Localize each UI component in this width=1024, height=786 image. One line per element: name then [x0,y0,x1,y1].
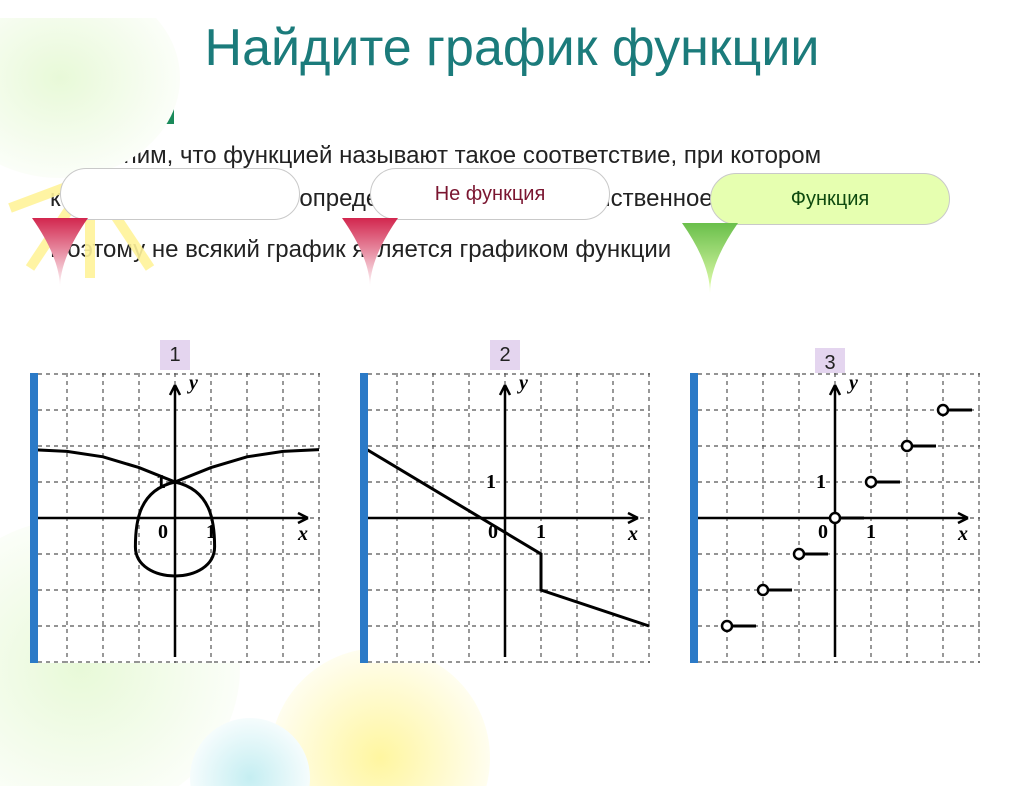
callout-1-tail [32,218,88,288]
graph-label-2: 2 [490,340,520,370]
graph-1-bluebar [30,373,38,663]
svg-text:1: 1 [816,471,826,493]
svg-text:x: x [627,523,638,545]
svg-text:0: 0 [818,521,828,543]
callout-2-tail [342,218,398,288]
hint-button[interactable]: Подсказка [40,86,174,124]
graph-2-svg: 011xy [360,373,650,663]
callout-3-text: Функция [791,188,869,211]
callout-3-tail [682,223,738,293]
svg-text:y: y [847,373,858,394]
graph-label-1: 1 [160,340,190,370]
svg-text:1: 1 [486,471,496,493]
callout-1-text: Не функция [125,183,236,206]
explanation-line3: Поэтому не всякий график является график… [50,228,974,271]
graph-2-bluebar [360,373,368,663]
svg-text:y: y [517,373,528,394]
graph-3: 0 1 1 x y [690,373,980,663]
svg-text:x: x [957,523,968,545]
graph-3-svg: 0 1 1 x y [690,373,980,663]
graph-3-bluebar [690,373,698,663]
graph-1: 011xy [30,373,320,663]
page-title: Найдите график функции [0,18,1024,78]
svg-text:y: y [187,373,198,394]
svg-text:1: 1 [866,521,876,543]
graph-1-svg: 011xy [30,373,320,663]
callout-2-text: Не функция [435,183,546,206]
svg-text:1: 1 [536,521,546,543]
graph-2: 011xy [360,373,650,663]
svg-text:x: x [297,523,308,545]
svg-text:0: 0 [158,521,168,543]
